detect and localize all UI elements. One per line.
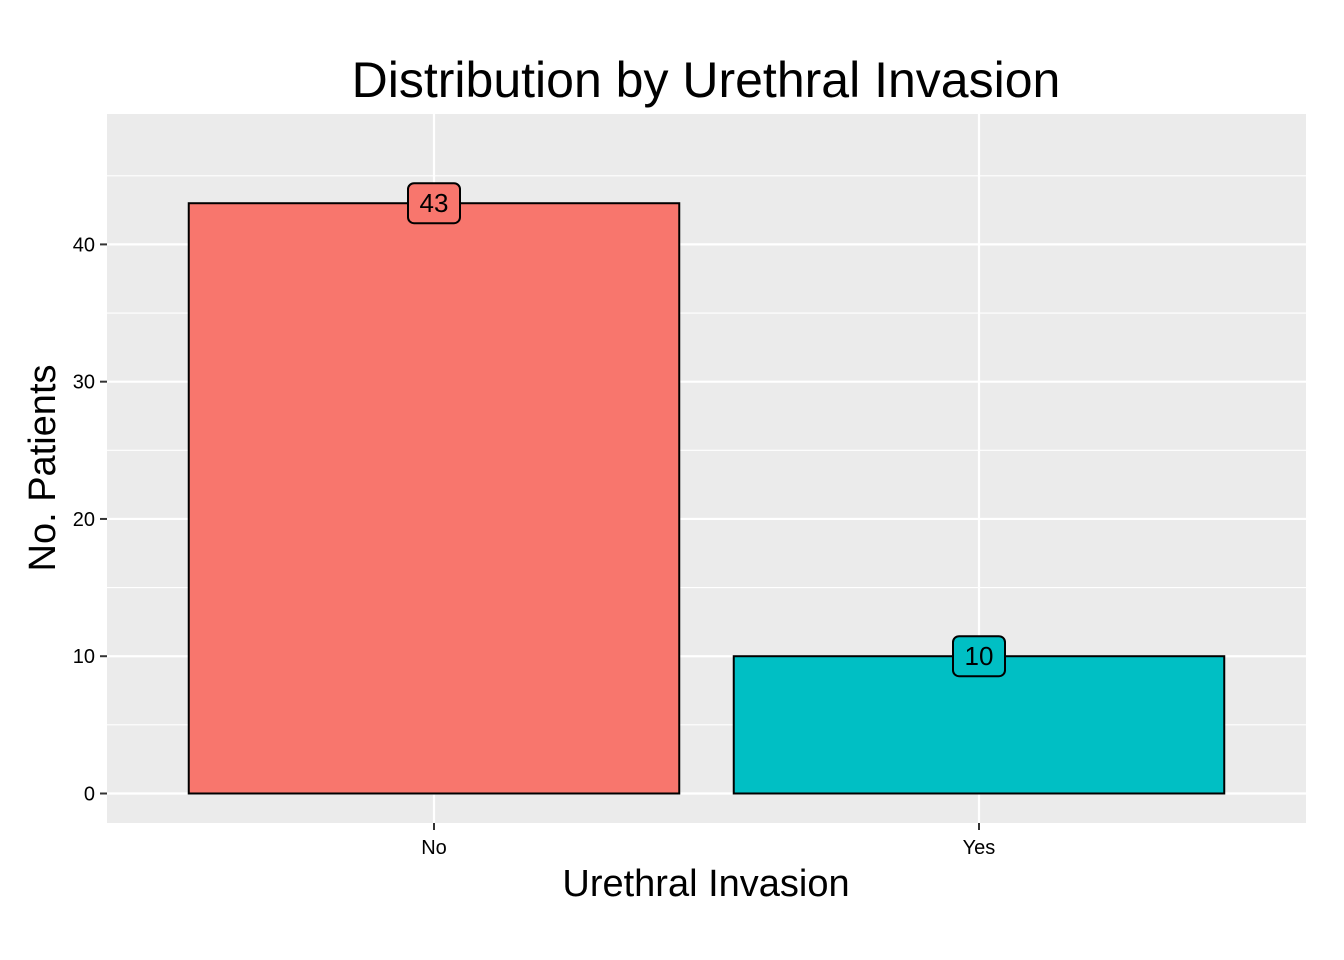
data-label-text: 10	[965, 641, 994, 671]
y-axis-title: No. Patients	[22, 365, 64, 572]
y-tick-label: 20	[73, 509, 95, 531]
y-tick-label: 10	[73, 646, 95, 668]
data-label: 10	[952, 635, 1006, 678]
chart-title: Distribution by Urethral Invasion	[352, 52, 1061, 108]
data-label: 43	[407, 182, 461, 225]
x-axis-ticks: No Yes	[421, 823, 995, 859]
data-label-box	[407, 182, 461, 225]
x-axis-title: Urethral Invasion	[562, 863, 849, 905]
bar-no	[187, 202, 681, 795]
x-tick-label: No	[421, 837, 447, 859]
data-labels: 43 10	[407, 182, 1006, 678]
data-label-text: 43	[420, 188, 449, 218]
data-label-box	[952, 635, 1006, 678]
y-tick-label: 0	[84, 783, 95, 805]
y-tick-label: 30	[73, 372, 95, 394]
y-tick-label: 40	[73, 234, 95, 256]
x-tick-label: Yes	[963, 837, 996, 859]
bars	[187, 202, 1226, 795]
y-axis-ticks: 0 10 20 30 40	[73, 234, 107, 805]
bar-yes	[732, 655, 1226, 795]
